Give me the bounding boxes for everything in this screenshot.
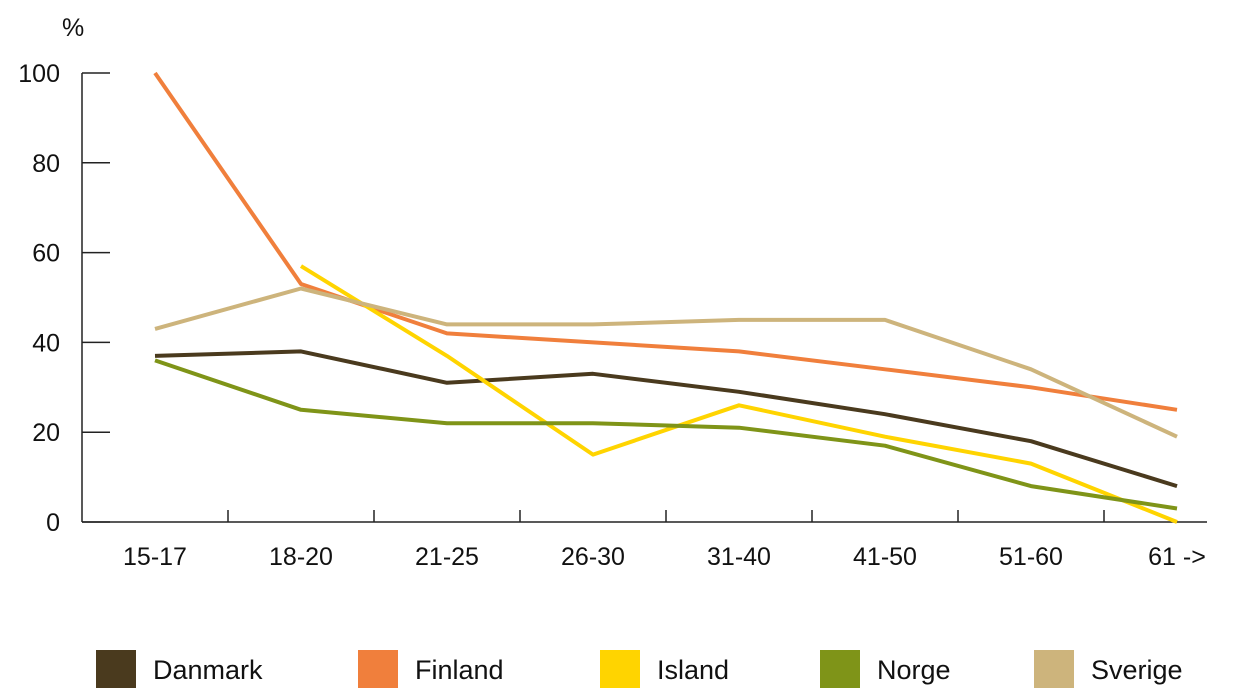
legend-label-island: Island bbox=[657, 655, 729, 685]
x-tick-label: 15-17 bbox=[123, 543, 187, 571]
legend-swatch-sverige bbox=[1034, 650, 1074, 688]
legend: Danmark Finland Island Norge Sverige bbox=[96, 650, 1183, 688]
y-unit-label: % bbox=[62, 14, 84, 42]
legend-swatch-norge bbox=[820, 650, 860, 688]
legend-label-sverige: Sverige bbox=[1091, 655, 1183, 685]
y-tick-label: 100 bbox=[18, 60, 60, 88]
axes: 0 20 40 60 80 100 15-17 18-20 21-25 26-30 31-40 41-… bbox=[18, 60, 1207, 571]
series-line-danmark bbox=[154, 349, 1178, 489]
legend-swatch-finland bbox=[358, 650, 398, 688]
legend-label-finland: Finland bbox=[415, 655, 504, 685]
x-tick-label: 21-25 bbox=[415, 543, 479, 571]
y-tick-label: 20 bbox=[32, 419, 60, 447]
legend-label-norge: Norge bbox=[877, 655, 951, 685]
series-line-finland bbox=[153, 71, 1178, 412]
series-line-norge bbox=[154, 358, 1178, 511]
legend-swatch-danmark bbox=[96, 650, 136, 688]
x-tick-label: 41-50 bbox=[853, 543, 917, 571]
legend-label-danmark: Danmark bbox=[153, 655, 263, 685]
series-line-island bbox=[299, 264, 1178, 524]
legend-swatch-island bbox=[600, 650, 640, 688]
x-tick-label: 61 -> bbox=[1148, 543, 1206, 571]
x-tick-label: 18-20 bbox=[269, 543, 333, 571]
y-tick-label: 60 bbox=[32, 240, 60, 268]
x-tick-label: 51-60 bbox=[999, 543, 1063, 571]
x-tick-label: 31-40 bbox=[707, 543, 771, 571]
y-tick-label: 0 bbox=[46, 509, 60, 537]
series-line-sverige bbox=[154, 286, 1178, 439]
series-lines bbox=[153, 71, 1178, 524]
y-tick-label: 80 bbox=[32, 150, 60, 178]
x-tick-label: 26-30 bbox=[561, 543, 625, 571]
y-tick-label: 40 bbox=[32, 329, 60, 357]
